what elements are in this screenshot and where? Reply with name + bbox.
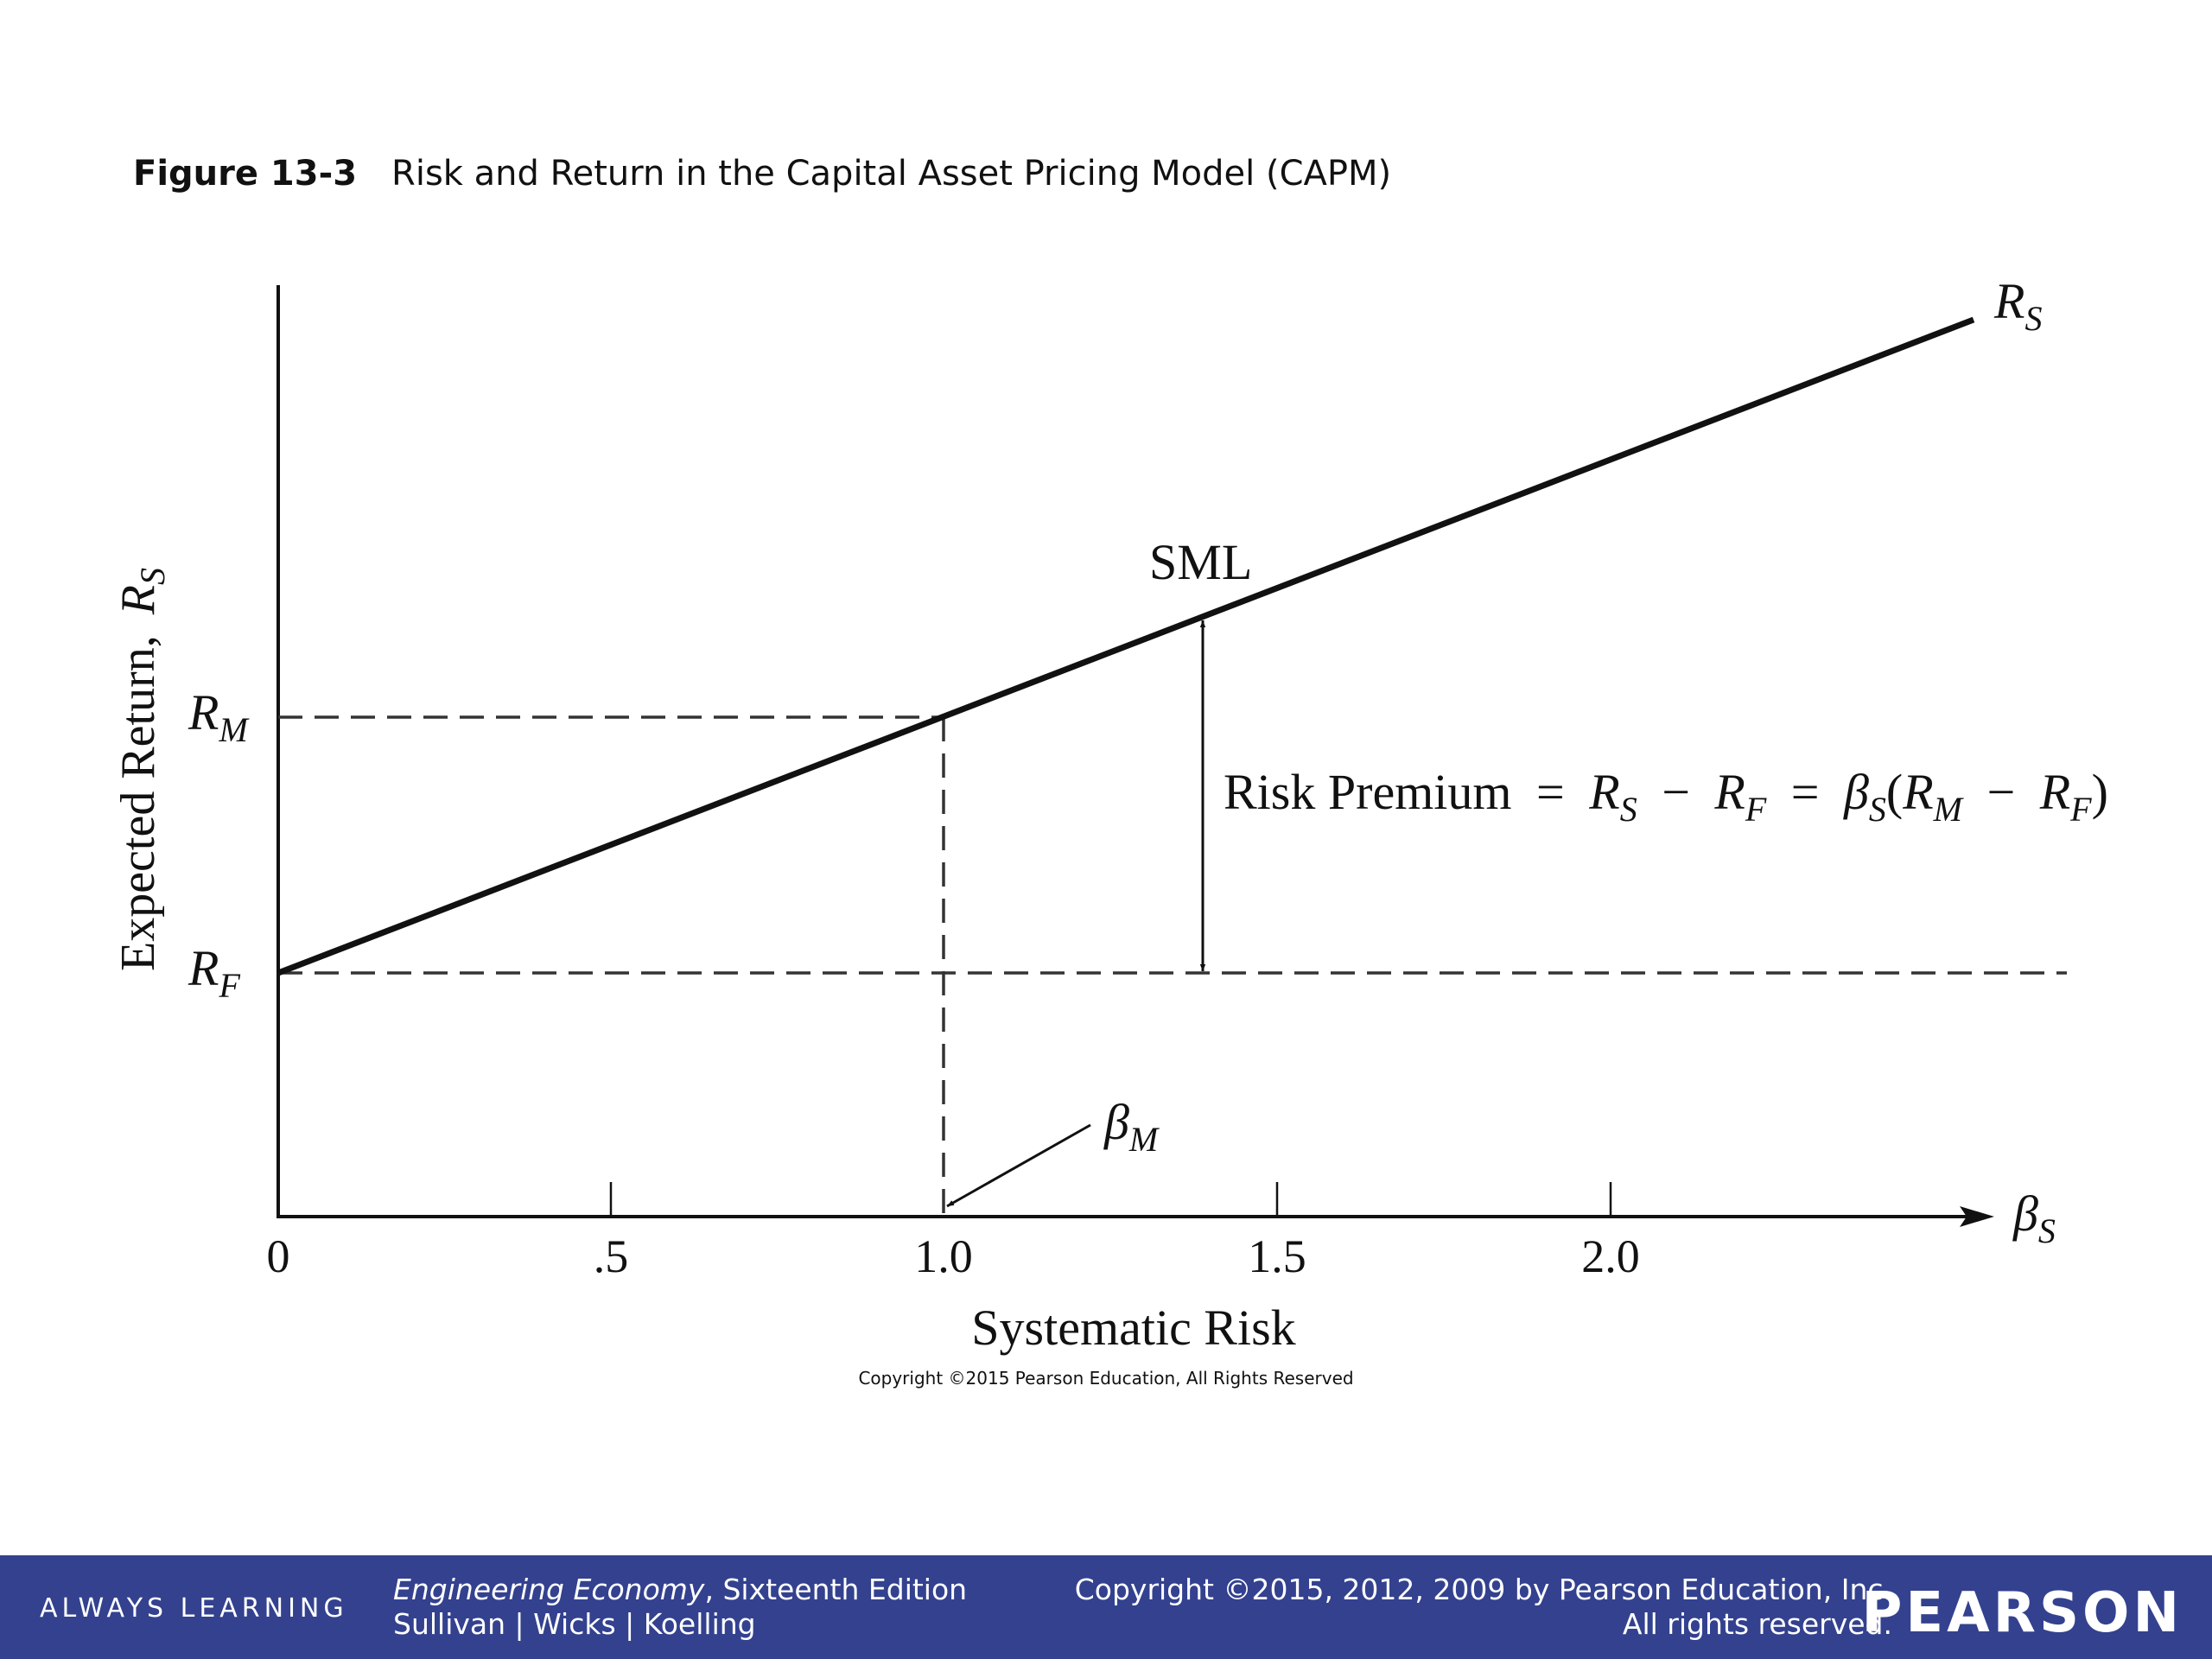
- x-tick-label-0.5: .5: [594, 1230, 629, 1282]
- x-axis-symbol: βS: [2012, 1185, 2056, 1250]
- x-tick-label-2.0: 2.0: [1581, 1230, 1640, 1282]
- always-learning-tagline: ALWAYS LEARNING: [40, 1593, 348, 1624]
- footer-bar: ALWAYS LEARNING Engineering Economy, Six…: [0, 1555, 2212, 1659]
- book-edition: , Sixteenth Edition: [704, 1573, 968, 1606]
- sml-label: SML: [1149, 534, 1252, 590]
- book-authors: Sullivan | Wicks | Koelling: [393, 1607, 756, 1641]
- x-tick-label-1.5: 1.5: [1248, 1230, 1306, 1282]
- rf-label: RF: [188, 940, 240, 1005]
- beta-m-pointer-arrow: [946, 1123, 1091, 1208]
- footer-copyright: Copyright ©2015, 2012, 2009 by Pearson E…: [1075, 1573, 1892, 1642]
- security-market-line: [276, 316, 1975, 976]
- y-axis-label: Expected Return, RS: [111, 568, 172, 971]
- x-axis-arrowhead: [1960, 1206, 1994, 1227]
- x-axis-label: Systematic Risk: [971, 1300, 1295, 1356]
- x-tick-label-0: 0: [267, 1230, 290, 1282]
- footer-copyright-line2: All rights reserved.: [1622, 1607, 1892, 1641]
- figure-caption: Risk and Return in the Capital Asset Pri…: [391, 154, 1392, 194]
- pearson-logo: PEARSON: [1861, 1581, 2183, 1645]
- capm-diagram: Expected Return, RS RM RF RS SML Risk Pr…: [111, 273, 2108, 1389]
- book-title: Engineering Economy: [393, 1573, 705, 1606]
- footer-copyright-line1: Copyright ©2015, 2012, 2009 by Pearson E…: [1074, 1573, 1892, 1606]
- line-end-label: RS: [1993, 273, 2042, 338]
- book-info: Engineering Economy, Sixteenth Edition S…: [393, 1573, 967, 1642]
- figure-title: Figure 13-3 Risk and Return in the Capita…: [133, 154, 1391, 194]
- x-tick-label-1.0: 1.0: [914, 1230, 973, 1282]
- beta-m-label: βM: [1103, 1094, 1160, 1159]
- risk-premium-formula: Risk Premium = RS − RF = βS(RM − RF): [1224, 764, 2108, 832]
- figure-number: Figure 13-3: [133, 154, 358, 194]
- rm-label: RM: [188, 684, 250, 749]
- figure-copyright: Copyright ©2015 Pearson Education, All R…: [858, 1368, 1353, 1389]
